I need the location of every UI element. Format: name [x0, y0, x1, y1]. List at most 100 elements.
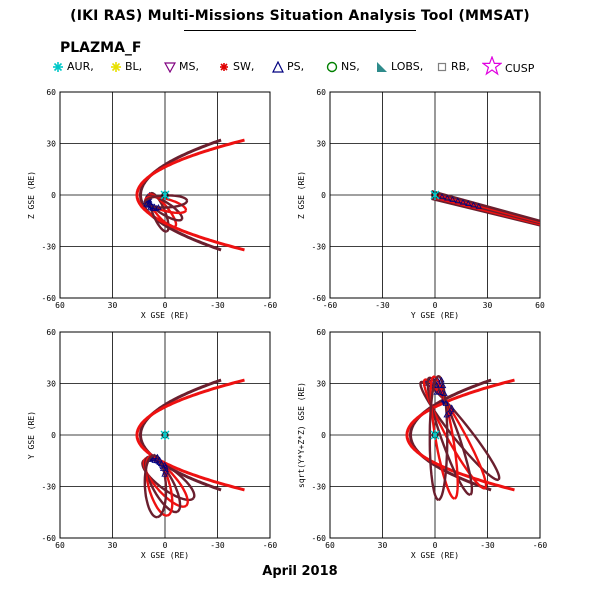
x-tick-label: -60 [263, 301, 278, 310]
orbit-loop [426, 376, 474, 496]
ps-marker [147, 202, 155, 209]
circle-icon [326, 61, 338, 72]
date-caption: April 2018 [262, 564, 338, 579]
y-tick-label: 60 [316, 328, 326, 337]
asterisk-icon [220, 62, 228, 71]
x-tick-label: 30 [378, 541, 388, 550]
solar-wind-curve [135, 195, 245, 252]
orbit-loop [143, 194, 189, 209]
ps-marker [444, 194, 451, 201]
triangle-down-icon [164, 61, 176, 73]
plot-frame [59, 331, 271, 539]
ps-marker [436, 381, 444, 388]
x-axis-label: X GSE (RE) [411, 551, 459, 560]
ps-marker [145, 201, 152, 208]
y-axis-label: Z GSE (RE) [27, 171, 36, 219]
y-tick-label: -60 [312, 294, 327, 303]
square-icon [437, 62, 447, 71]
legend-label: LOBS, [391, 60, 424, 73]
ps-marker [443, 411, 450, 418]
legend-label: RB, [451, 60, 470, 73]
x-tick-label: 60 [55, 301, 65, 310]
solar-wind-curve [135, 138, 245, 195]
y-tick-label: 30 [316, 140, 326, 149]
solar-wind-curve [405, 378, 515, 435]
y-tick-label: -30 [312, 483, 327, 492]
x-tick-label: -30 [210, 541, 225, 550]
legend: AUR, BL, MS, SW, PS, NS, LOBS, RB, CUSP [52, 56, 592, 80]
legend-label: BL, [125, 60, 143, 73]
ps-marker [459, 198, 467, 205]
plot-area [135, 138, 245, 252]
x-tick-label: -60 [263, 541, 278, 550]
ps-marker [454, 197, 461, 204]
legend-item-cusp: CUSP [482, 56, 535, 76]
aurora-marker [160, 190, 170, 200]
panel-4: 60 30 0 -30 -60 -60 -30 0 30 60 X GSE (RE) sqrt(Y*Y… [297, 328, 547, 560]
legend-label: CUSP [505, 61, 535, 75]
panel-2: -60 -30 0 30 60 -60 -30 0 30 60 Y GSE (RE) Z GSE (R… [297, 88, 545, 320]
ps-marker [433, 381, 440, 388]
y-tick-label: 0 [51, 431, 56, 440]
legend-item-aur: AUR, [52, 60, 94, 73]
y-tick-label: -30 [42, 483, 57, 492]
orbit-loop [422, 378, 488, 490]
y-tick-label: 60 [316, 88, 326, 97]
y-tick-label: 0 [321, 191, 326, 200]
ps-marker [439, 382, 447, 389]
aurora-marker [430, 430, 440, 440]
ps-marker [155, 203, 162, 210]
x-axis-label: X GSE (RE) [141, 311, 189, 320]
solar-wind-curve [405, 435, 515, 492]
x-tick-label: -30 [375, 301, 390, 310]
plot-area [405, 375, 515, 502]
plot-area [430, 189, 540, 227]
y-tick-label: -60 [312, 534, 327, 543]
y-tick-label: -30 [312, 243, 327, 252]
orbit-loop [428, 375, 449, 502]
ps-marker [159, 465, 167, 472]
x-tick-label: 30 [108, 301, 118, 310]
ps-marker [154, 453, 161, 460]
panel-1: 60 30 0 -30 -60 -60 -30 0 30 60 X GSE (RE) Z GSE (R… [27, 88, 277, 320]
ps-marker [161, 470, 168, 477]
ps-marker [438, 376, 445, 383]
aurora-marker [160, 430, 170, 440]
legend-label: SW, [233, 60, 255, 73]
solar-wind-curve [135, 378, 245, 435]
title-underline [184, 30, 416, 31]
y-axis-label: Z GSE (RE) [297, 171, 306, 219]
page-title: (IKI RAS) Multi-Missions Situation Analy… [70, 8, 530, 24]
legend-label: PS, [287, 60, 305, 73]
legend-item-bl: BL, [110, 60, 142, 73]
aurora-marker [430, 190, 440, 200]
legend-item-lobs: LOBS, [376, 60, 423, 73]
orbit-loop [431, 189, 540, 223]
triangle-filled-icon [377, 61, 387, 72]
y-tick-label: 30 [316, 380, 326, 389]
ps-marker [158, 460, 165, 467]
panel-3: 60 30 0 -30 -60 -60 -30 0 30 60 X GSE (RE) Y GSE (R… [27, 328, 277, 560]
legend-item-ps: PS, [272, 60, 304, 73]
ps-marker [465, 200, 472, 206]
bow-shock-curve [139, 138, 222, 195]
x-tick-label: -60 [533, 541, 548, 550]
y-tick-label: -30 [42, 243, 57, 252]
legend-item-ns: NS, [326, 60, 360, 73]
x-tick-label: -60 [323, 301, 338, 310]
legend-item-ms: MS, [164, 60, 199, 73]
x-axis-label: X GSE (RE) [141, 551, 189, 560]
ps-marker [475, 203, 482, 209]
y-axis-label: sqrt(Y*Y+Z*Z) GSE (RE) [297, 382, 306, 488]
legend-item-rb: RB, [436, 60, 470, 73]
x-tick-label: 30 [108, 541, 118, 550]
ps-marker [470, 201, 477, 208]
x-tick-label: 0 [433, 301, 438, 310]
ps-marker [449, 196, 456, 202]
x-tick-label: 60 [55, 541, 65, 550]
star-icon [482, 56, 502, 76]
triangle-up-icon [272, 60, 284, 73]
x-tick-label: 0 [163, 301, 168, 310]
x-tick-label: -30 [480, 541, 495, 550]
